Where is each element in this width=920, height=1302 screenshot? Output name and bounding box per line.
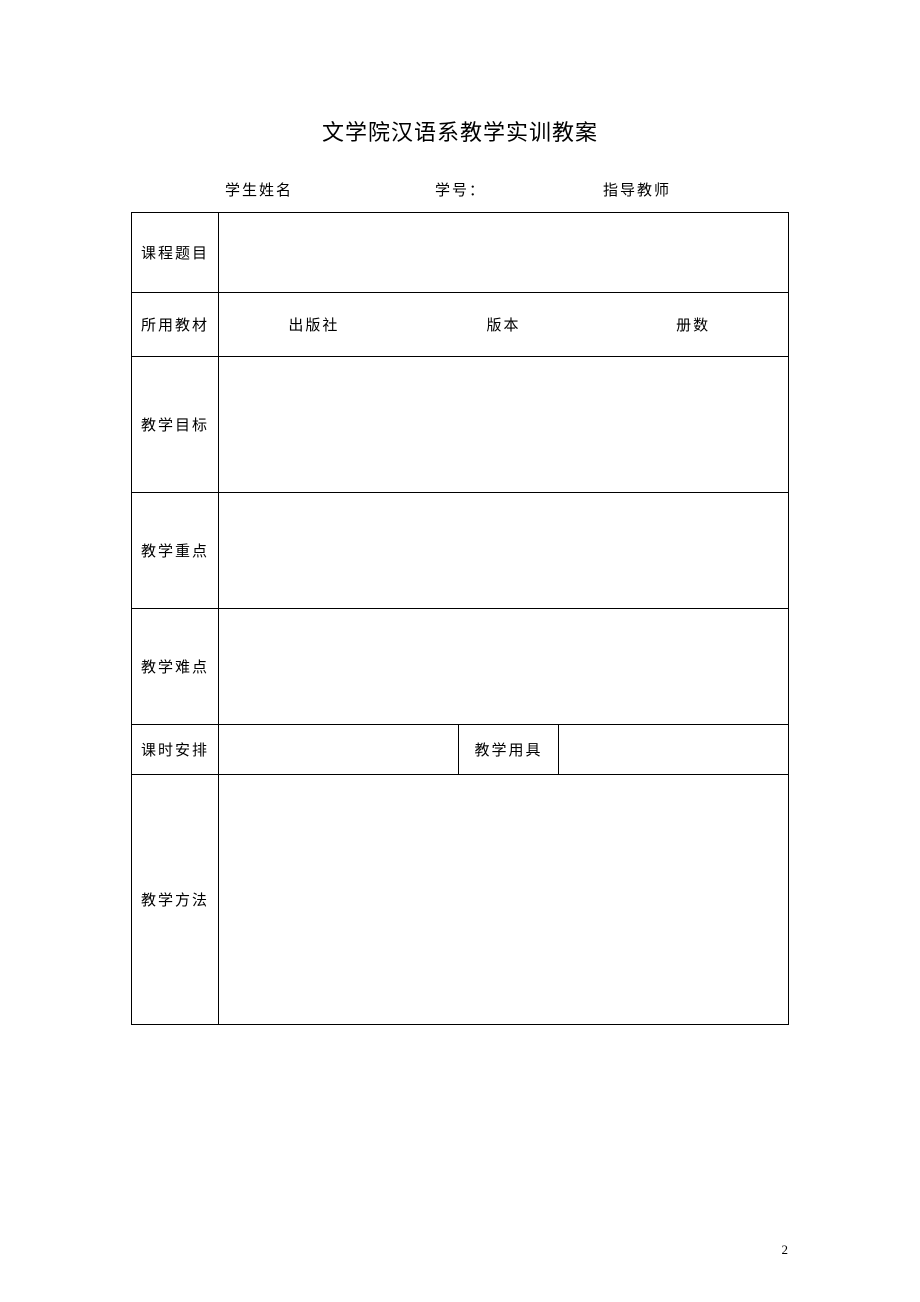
page-container: 文学院汉语系教学实训教案 学生姓名 学号： 指导教师 课程题目 所用教材 出版社… (0, 0, 920, 1025)
header-row: 学生姓名 学号： 指导教师 (130, 179, 790, 200)
label-methods: 教学方法 (132, 775, 219, 1025)
label-edition: 版本 (409, 314, 599, 335)
page-number: 2 (782, 1242, 789, 1258)
row-textbook: 所用教材 出版社 版本 册数 (132, 293, 789, 357)
value-course-topic (219, 213, 789, 293)
value-textbook: 出版社 版本 册数 (219, 293, 789, 357)
row-methods: 教学方法 (132, 775, 789, 1025)
student-name-label: 学生姓名 (225, 179, 435, 200)
form-table: 课程题目 所用教材 出版社 版本 册数 教学目标 教学重点 教学难点 (131, 212, 789, 1025)
row-difficulties: 教学难点 (132, 609, 789, 725)
value-methods (219, 775, 789, 1025)
label-schedule: 课时安排 (132, 725, 219, 775)
value-objectives (219, 357, 789, 493)
label-tools: 教学用具 (459, 725, 559, 775)
row-course-topic: 课程题目 (132, 213, 789, 293)
student-id-label: 学号： (435, 179, 603, 200)
label-publisher: 出版社 (219, 314, 409, 335)
label-key-points: 教学重点 (132, 493, 219, 609)
label-course-topic: 课程题目 (132, 213, 219, 293)
value-key-points (219, 493, 789, 609)
label-textbook: 所用教材 (132, 293, 219, 357)
label-volume: 册数 (598, 314, 788, 335)
row-key-points: 教学重点 (132, 493, 789, 609)
label-difficulties: 教学难点 (132, 609, 219, 725)
instructor-label: 指导教师 (603, 179, 671, 200)
value-difficulties (219, 609, 789, 725)
document-title: 文学院汉语系教学实训教案 (130, 115, 790, 147)
value-tools (559, 725, 789, 775)
row-schedule: 课时安排 教学用具 (132, 725, 789, 775)
value-schedule (219, 725, 459, 775)
row-objectives: 教学目标 (132, 357, 789, 493)
label-objectives: 教学目标 (132, 357, 219, 493)
